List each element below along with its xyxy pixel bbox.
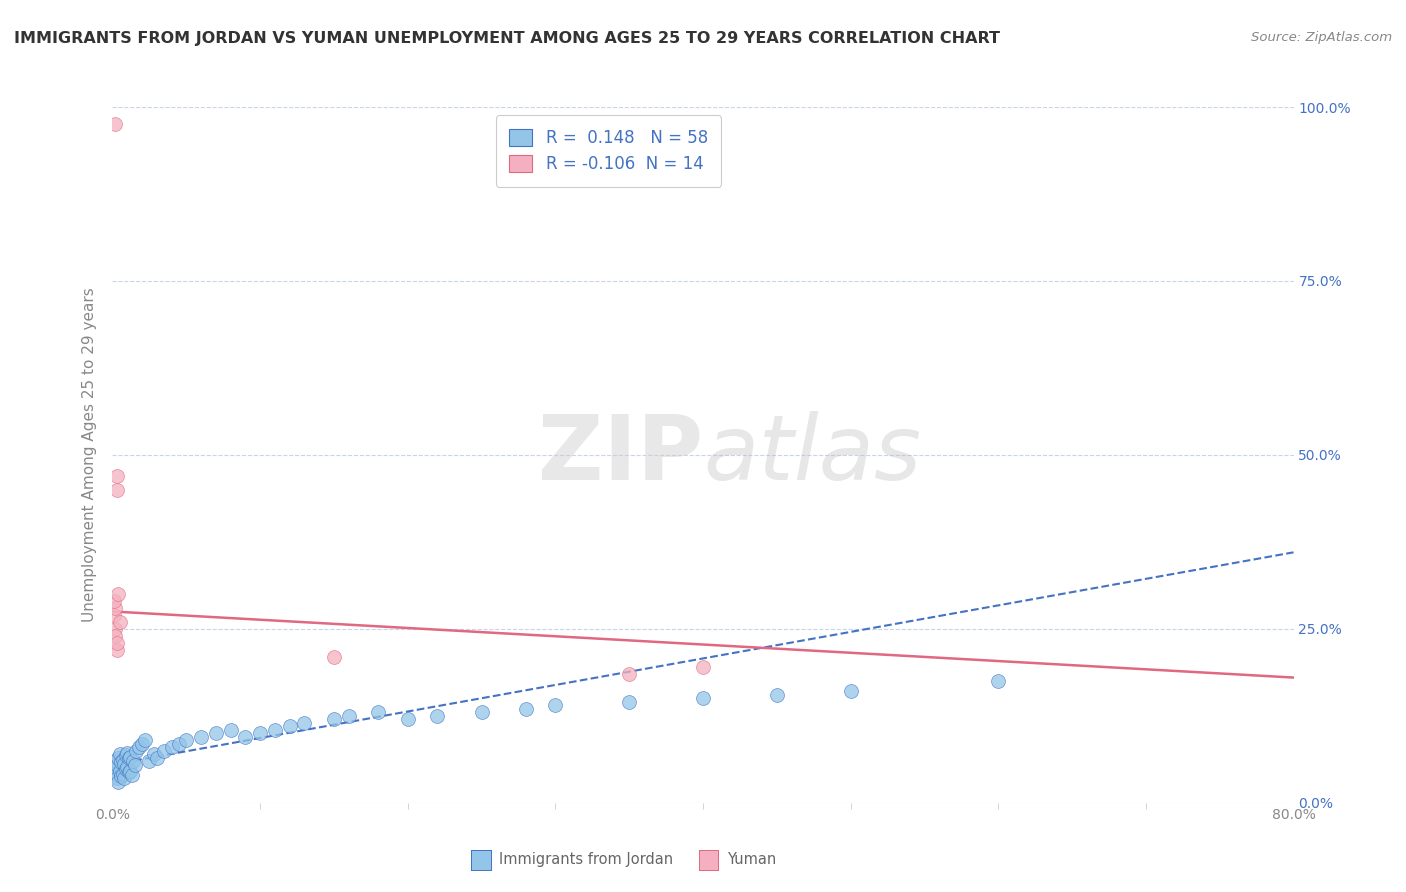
- Point: [104, 622, 127, 636]
- Point: [174, 733, 197, 747]
- Point: [544, 698, 567, 713]
- Point: [105, 483, 128, 497]
- Point: [692, 691, 714, 706]
- Point: [367, 706, 389, 720]
- Point: [103, 594, 125, 608]
- Point: [108, 747, 131, 761]
- Point: [118, 751, 141, 765]
- Point: [110, 769, 132, 783]
- Point: [839, 684, 862, 698]
- Point: [120, 764, 142, 778]
- Text: Immigrants from Jordan: Immigrants from Jordan: [499, 853, 673, 867]
- Point: [105, 642, 128, 657]
- Point: [112, 771, 135, 785]
- Point: [190, 730, 212, 744]
- Point: [160, 740, 183, 755]
- Point: [233, 730, 256, 744]
- Legend: R =  0.148   N = 58, R = -0.106  N = 14: R = 0.148 N = 58, R = -0.106 N = 14: [496, 115, 721, 186]
- Point: [515, 702, 537, 716]
- Point: [205, 726, 228, 740]
- Point: [278, 719, 301, 733]
- Point: [125, 744, 148, 758]
- Point: [619, 667, 641, 681]
- Point: [323, 649, 346, 664]
- Point: [987, 674, 1010, 689]
- Point: [103, 761, 125, 775]
- Point: [104, 601, 127, 615]
- Point: [470, 706, 494, 720]
- Point: [134, 733, 156, 747]
- Point: [110, 756, 132, 770]
- Y-axis label: Unemployment Among Ages 25 to 29 years: Unemployment Among Ages 25 to 29 years: [82, 287, 97, 623]
- Point: [120, 750, 142, 764]
- Point: [105, 636, 128, 650]
- Point: [105, 468, 128, 483]
- Point: [111, 753, 134, 767]
- Point: [105, 757, 128, 772]
- Point: [146, 750, 169, 764]
- Point: [396, 712, 419, 726]
- Point: [138, 754, 160, 768]
- Point: [131, 737, 153, 751]
- Point: [426, 708, 449, 723]
- Point: [124, 757, 146, 772]
- Text: IMMIGRANTS FROM JORDAN VS YUMAN UNEMPLOYMENT AMONG AGES 25 TO 29 YEARS CORRELATI: IMMIGRANTS FROM JORDAN VS YUMAN UNEMPLOY…: [14, 31, 1000, 46]
- Point: [104, 754, 127, 768]
- Text: atlas: atlas: [703, 411, 921, 499]
- Text: Yuman: Yuman: [727, 853, 776, 867]
- Point: [107, 587, 129, 601]
- Point: [121, 768, 143, 782]
- Point: [153, 744, 176, 758]
- Point: [337, 708, 360, 723]
- Point: [107, 775, 129, 789]
- Point: [103, 607, 125, 622]
- Point: [114, 763, 136, 777]
- Point: [142, 747, 165, 761]
- Point: [117, 746, 138, 760]
- Point: [104, 768, 127, 782]
- Point: [108, 615, 131, 629]
- Point: [114, 748, 136, 763]
- Text: Source: ZipAtlas.com: Source: ZipAtlas.com: [1251, 31, 1392, 45]
- Point: [112, 756, 135, 771]
- Point: [292, 715, 315, 730]
- Text: ZIP: ZIP: [538, 411, 703, 499]
- Point: [323, 712, 346, 726]
- Point: [105, 772, 128, 786]
- Point: [122, 754, 145, 768]
- Point: [249, 726, 271, 740]
- Point: [167, 737, 190, 751]
- Point: [128, 740, 150, 755]
- Point: [107, 750, 129, 764]
- Point: [108, 764, 131, 779]
- Point: [118, 765, 141, 780]
- Point: [104, 117, 127, 131]
- Point: [692, 660, 714, 674]
- Point: [219, 723, 242, 737]
- Point: [111, 766, 134, 780]
- Point: [619, 695, 641, 709]
- Point: [104, 629, 127, 643]
- Point: [766, 688, 789, 702]
- Point: [117, 759, 138, 773]
- Point: [264, 723, 287, 737]
